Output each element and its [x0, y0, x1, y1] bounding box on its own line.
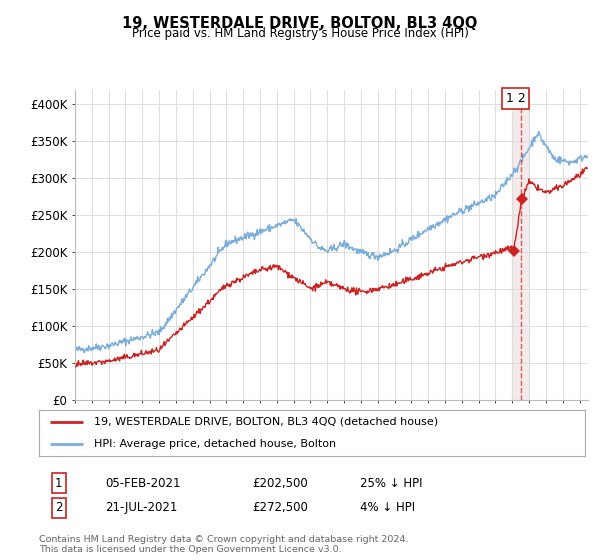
Text: 2: 2 [55, 501, 62, 515]
Text: £272,500: £272,500 [252, 501, 308, 515]
Text: 25% ↓ HPI: 25% ↓ HPI [360, 477, 422, 490]
Text: 1: 1 [55, 477, 62, 490]
Text: 4% ↓ HPI: 4% ↓ HPI [360, 501, 415, 515]
Text: 19, WESTERDALE DRIVE, BOLTON, BL3 4QQ: 19, WESTERDALE DRIVE, BOLTON, BL3 4QQ [122, 16, 478, 31]
Bar [512, 90, 529, 400]
Text: HPI: Average price, detached house, Bolton: HPI: Average price, detached house, Bolt… [94, 438, 336, 449]
Text: 21-JUL-2021: 21-JUL-2021 [105, 501, 178, 515]
Text: Contains HM Land Registry data © Crown copyright and database right 2024.
This d: Contains HM Land Registry data © Crown c… [39, 535, 409, 554]
Text: 05-FEB-2021: 05-FEB-2021 [105, 477, 181, 490]
Text: £202,500: £202,500 [252, 477, 308, 490]
Text: Price paid vs. HM Land Registry's House Price Index (HPI): Price paid vs. HM Land Registry's House … [131, 27, 469, 40]
Text: 1 2: 1 2 [506, 92, 526, 105]
Text: 19, WESTERDALE DRIVE, BOLTON, BL3 4QQ (detached house): 19, WESTERDALE DRIVE, BOLTON, BL3 4QQ (d… [94, 417, 438, 427]
